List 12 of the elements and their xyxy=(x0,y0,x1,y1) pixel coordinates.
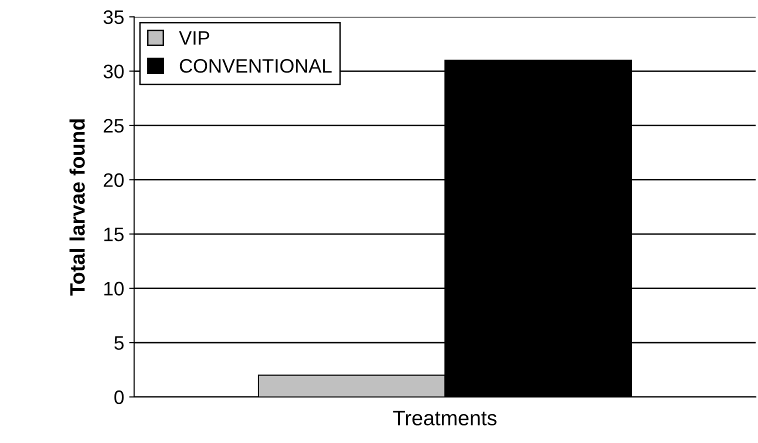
y-tick-label: 25 xyxy=(104,118,124,133)
legend-label: VIP xyxy=(178,31,210,45)
y-axis-title: Total larvae found xyxy=(70,119,85,296)
y-tick-label: 30 xyxy=(104,64,124,78)
y-tick-label: 0 xyxy=(114,390,124,404)
y-tick-label: 15 xyxy=(104,228,124,242)
y-tick-label: 10 xyxy=(104,282,124,296)
legend-label: CONVENTIONAL xyxy=(180,59,332,73)
y-tick-label: 5 xyxy=(114,336,124,350)
y-tick-label: 35 xyxy=(104,10,124,24)
y-tick-label: 20 xyxy=(104,173,124,187)
x-axis-title: Treatments xyxy=(393,410,496,426)
